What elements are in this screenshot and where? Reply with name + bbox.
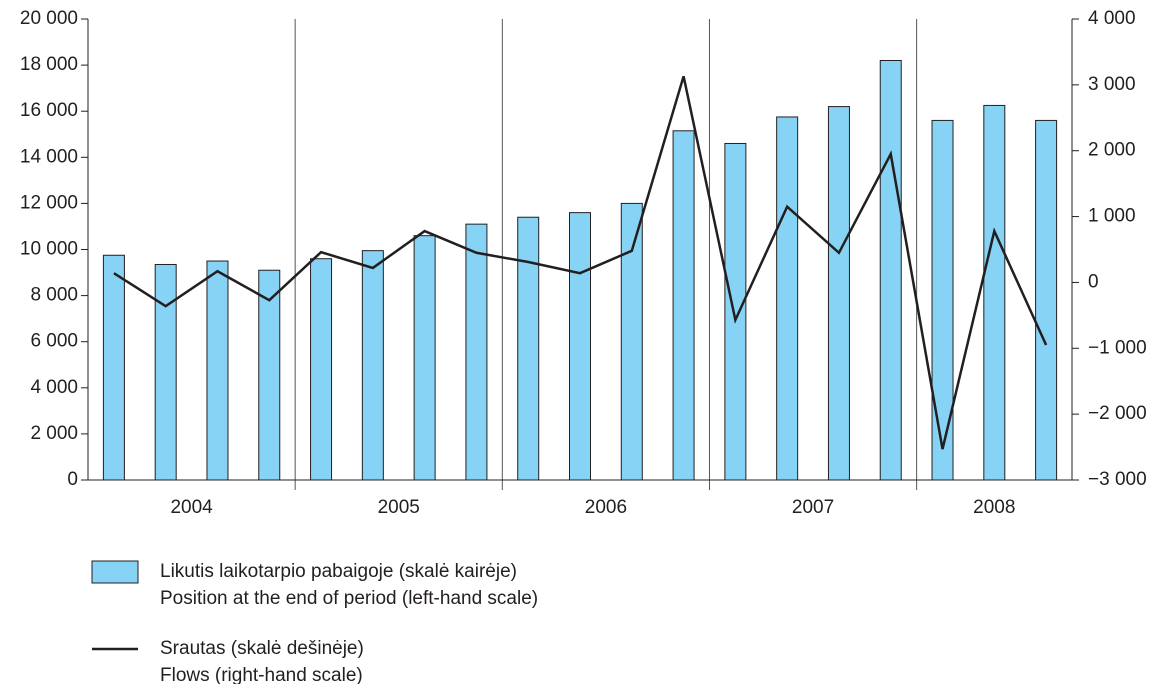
x-group-label: 2007: [792, 497, 834, 518]
bar: [879, 59, 902, 481]
legend-swatch: [91, 560, 139, 584]
bar: [102, 254, 125, 481]
bar: [776, 116, 799, 481]
y2-tick-label: −1 000: [1088, 337, 1147, 358]
y2-tick-label: 1 000: [1088, 206, 1136, 227]
bar: [154, 263, 177, 481]
y-tick-label: 18 000: [20, 54, 78, 75]
y-tick-label: 8 000: [30, 285, 78, 306]
bar: [206, 260, 229, 481]
bar: [672, 130, 695, 481]
y2-tick-label: 2 000: [1088, 140, 1136, 161]
bar: [310, 258, 333, 481]
y2-tick-label: 3 000: [1088, 74, 1136, 95]
y2-tick-label: 4 000: [1088, 8, 1136, 29]
y-tick-label: 14 000: [20, 146, 78, 167]
bar: [983, 104, 1006, 481]
bar: [931, 119, 954, 481]
bar: [827, 106, 850, 481]
y-tick-label: 20 000: [20, 8, 78, 29]
y-tick-label: 6 000: [30, 331, 78, 352]
bar: [258, 269, 281, 481]
x-group-label: 2005: [378, 497, 420, 518]
bar: [361, 250, 384, 481]
bar: [517, 216, 540, 481]
x-group-label: 2004: [170, 497, 213, 518]
bar: [465, 223, 488, 481]
legend-sublabel: Position at the end of period (left-hand…: [160, 588, 538, 609]
y2-tick-label: −3 000: [1088, 469, 1147, 490]
y-tick-label: 2 000: [30, 423, 78, 444]
legend-sublabel: Flows (right-hand scale): [160, 665, 363, 684]
bar: [569, 212, 591, 481]
legend-label: Srautas (skalė dešinėje): [160, 638, 364, 659]
y2-tick-label: 0: [1088, 271, 1099, 292]
bar: [413, 235, 436, 481]
y2-tick-label: −2 000: [1088, 403, 1147, 424]
y-tick-label: 4 000: [30, 377, 78, 398]
y-tick-label: 12 000: [20, 192, 78, 213]
y-tick-label: 10 000: [20, 239, 78, 260]
y-tick-label: 16 000: [20, 100, 78, 121]
x-group-label: 2008: [973, 497, 1015, 518]
flow-line: [113, 75, 1048, 450]
bar: [724, 142, 747, 481]
bar: [1035, 119, 1058, 481]
bar: [620, 202, 643, 481]
y-tick-label: 0: [67, 469, 78, 490]
legend-label: Likutis laikotarpio pabaigoje (skalė kai…: [160, 561, 517, 582]
x-group-label: 2006: [585, 497, 627, 518]
